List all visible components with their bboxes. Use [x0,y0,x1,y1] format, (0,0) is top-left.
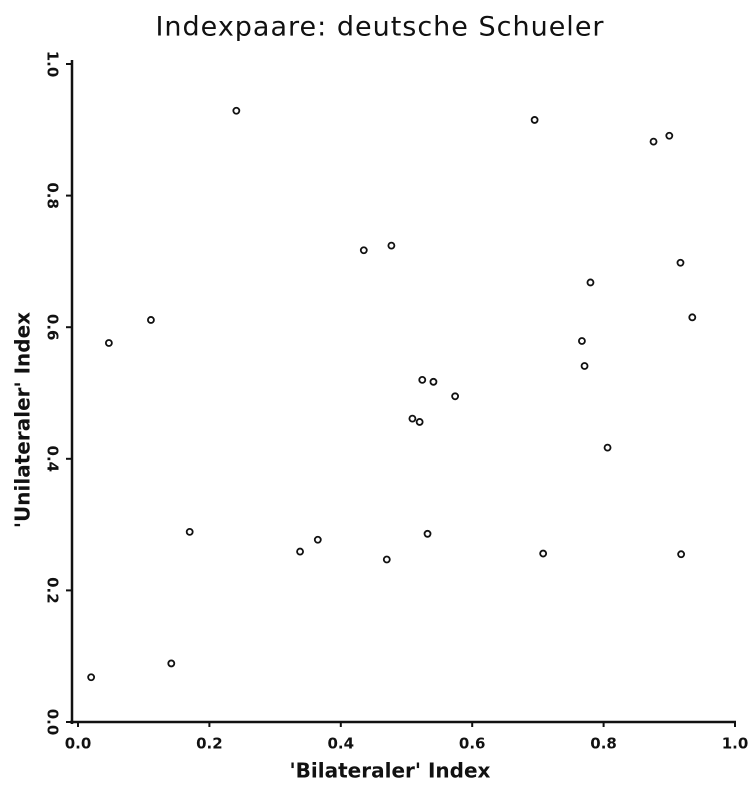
x-tick-label: 0.2 [196,735,223,753]
point [415,418,424,426]
point [387,241,396,250]
point [87,673,96,682]
point [382,555,391,564]
point [423,529,432,538]
point [578,337,586,345]
point [649,137,658,146]
point [104,339,113,347]
point [232,106,241,115]
y-tick-label: 0.8 [44,182,62,209]
point [147,316,155,324]
x-tick-label: 0.8 [590,735,617,753]
point [296,547,304,556]
point [313,535,322,544]
y-tick-label: 0.4 [44,446,62,473]
x-tick-label: 0.0 [65,735,92,753]
point [451,392,460,401]
point [408,414,417,423]
point [530,116,539,124]
point [185,527,194,536]
y-tick-label: 0.2 [44,577,62,604]
point [665,131,674,140]
point [429,377,438,386]
y-tick-label: 1.0 [44,51,62,78]
point [688,313,697,322]
chart-title: Indexpaare: deutsche Schueler [155,12,604,43]
point [586,278,595,287]
point [539,549,548,558]
point [359,246,368,255]
y-tick-label: 0.0 [44,709,62,736]
point [677,550,686,559]
point [418,375,427,384]
y-tick-label: 0.6 [44,314,62,341]
y-axis-label: 'Unilateraler' Index [11,312,35,528]
x-tick-label: 0.4 [328,735,355,753]
x-tick-label: 0.6 [459,735,486,753]
point [676,258,685,267]
point [603,443,612,452]
x-tick-label: 1.0 [722,735,749,753]
point [580,362,589,370]
x-axis-label: 'Bilateraler' Index [290,759,491,783]
point [167,659,176,668]
